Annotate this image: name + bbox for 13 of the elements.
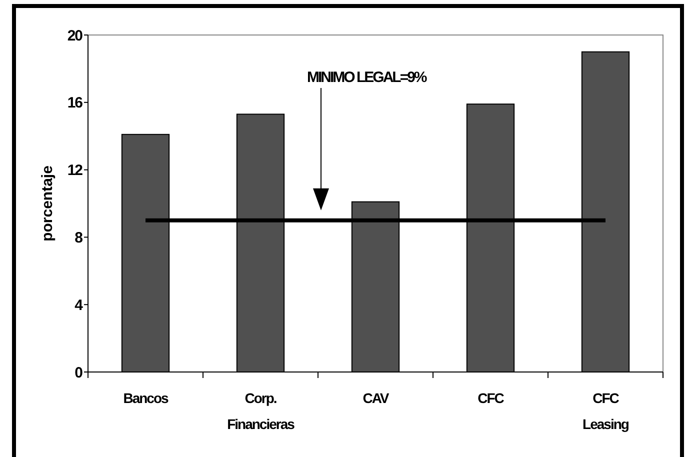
x-tick-label: Bancos [123,390,169,406]
ref-line-label: MINIMO LEGAL=9% [307,69,427,86]
y-tick-label: 16 [67,94,83,112]
y-tick-label: 4 [74,296,84,314]
x-tick-label: CFC [478,390,504,406]
y-tick-label: 20 [67,27,83,44]
x-tick-label: CFC Leasing [582,390,629,432]
x-tick-label: CAV [362,390,390,406]
y-tick-label: 0 [74,364,83,382]
y-tick-label: 12 [67,162,83,180]
y-axis-title: porcentaje [39,166,56,242]
y-tick-label: 8 [74,229,83,246]
x-tick-label: Corp. Financieras [227,390,296,432]
